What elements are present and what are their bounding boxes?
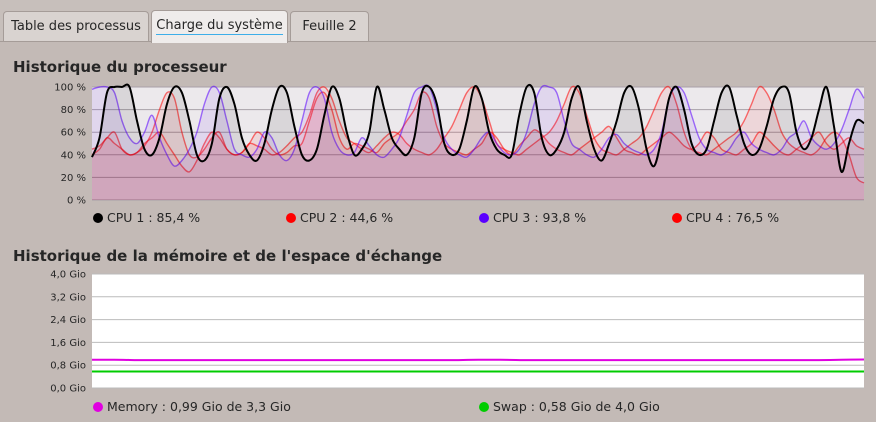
y-tick-label: 60 % [61,128,86,139]
y-tick-label: 100 % [54,83,86,94]
system-load-page: Historique du processeur 100 % 80 % 60 % 40… [0,42,876,422]
tab-system-load[interactable]: Charge du système [151,10,288,43]
plot-background [92,274,864,388]
cpu-3-area [92,85,864,200]
tab-label: Charge du système [156,18,283,35]
memory-legend: Memory : 0,99 Gio de 3,3 Gio [93,399,291,414]
memory-history-chart: 4,0 Gio 3,2 Gio 2,4 Gio 1,6 Gio 0,8 Gio 0,0 G… [50,270,865,395]
cpu-2-line [91,91,865,159]
y-tick-label: 1,6 Gio [50,338,86,349]
cpu-1-area [92,84,864,200]
cpu4-legend-label: CPU 4 : 76,5 % [686,210,780,225]
tab-sheet-2[interactable]: Feuille 2 [290,11,369,41]
tab-label: Feuille 2 [302,19,357,34]
y-tick-label: 0,8 Gio [50,361,86,372]
y-tick-label: 2,4 Gio [50,315,86,326]
y-tick-label: 4,0 Gio [50,270,86,281]
tab-process-table[interactable]: Table des processus [3,11,149,41]
cpu3-legend-label: CPU 3 : 93,8 % [493,210,587,225]
cpu3-legend: CPU 3 : 93,8 % [479,210,586,225]
cpu2-legend-label: CPU 2 : 44,6 % [300,210,394,225]
cpu-2-area [92,91,864,200]
y-tick-label: 40 % [61,150,86,161]
cpu2-legend-dot-icon [286,212,296,223]
y-tick-label: 3,2 Gio [50,292,86,303]
memory-history-title: Historique de la mémoire et de l'espace … [13,247,443,265]
memory-line [91,358,865,362]
tab-label: Table des processus [11,19,141,34]
cpu2-legend: CPU 2 : 44,6 % [286,210,393,225]
cpu4-legend-dot-icon [672,212,682,223]
y-tick-label: 20 % [61,173,86,184]
tab-bar-divider [0,41,876,42]
cpu1-legend-dot-icon [93,212,103,223]
memory-legend-label: Memory : 0,99 Gio de 3,3 Gio [107,399,291,414]
cpu-1-line [91,83,865,173]
cpu1-legend: CPU 1 : 85,4 % [93,210,200,225]
cpu-history-title: Historique du processeur [13,58,227,76]
y-tick-label: 80 % [61,105,86,116]
swap-legend-dot-icon [479,401,489,412]
cpu1-legend-label: CPU 1 : 85,4 % [107,210,201,225]
memory-legend-dot-icon [93,401,103,412]
cpu3-legend-dot-icon [479,212,489,223]
y-tick-label: 0 % [67,196,86,207]
y-tick-label: 0,0 Gio [50,384,86,395]
swap-legend: Swap : 0,58 Gio de 4,0 Gio [479,399,660,414]
swap-legend-label: Swap : 0,58 Gio de 4,0 Gio [493,399,660,414]
tab-bar: Table des processus Charge du système Fe… [0,0,876,43]
cpu4-legend: CPU 4 : 76,5 % [672,210,779,225]
cpu-history-chart: 100 % 80 % 60 % 40 % 20 % 0 % [54,83,865,207]
